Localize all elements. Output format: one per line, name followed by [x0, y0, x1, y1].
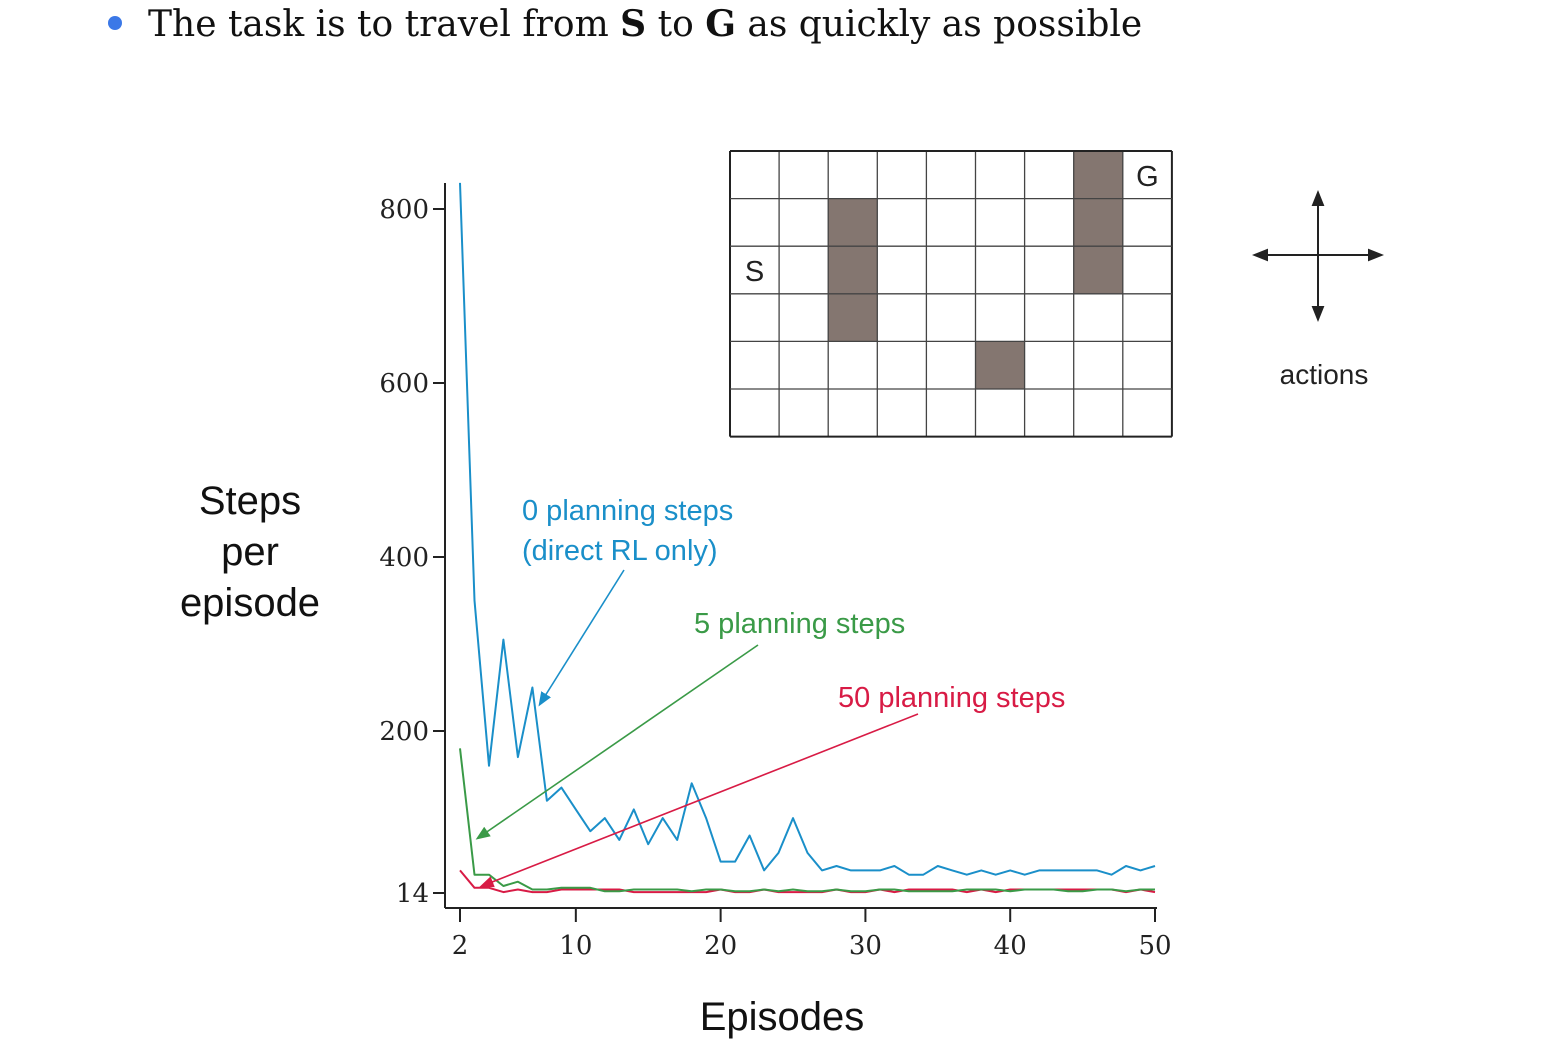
bullet-dot-icon [108, 16, 122, 30]
chart-axes: 14 200 400 600 800 2 10 20 30 40 50 [379, 183, 1172, 961]
annotation-label-0-line-1: (direct RL only) [522, 535, 718, 567]
y-tick-label: 14 [396, 879, 429, 909]
annotation-label-2-line-0: 50 planning steps [838, 682, 1065, 714]
y-tick-label: 600 [379, 369, 429, 399]
x-tick-label: 40 [994, 931, 1027, 961]
four-way-arrow-icon [1252, 190, 1384, 322]
gridworld: SG [729, 150, 1173, 438]
chart-annotations: 0 planning steps (direct RL only) 5 planni… [475, 495, 1065, 888]
y-axis-title: Steps per episode [180, 479, 320, 625]
grid-obstacle [828, 246, 878, 294]
task-bullet: The task is to travel from S to G as qui… [108, 2, 1142, 46]
y-axis-title-line-1: Steps [199, 479, 301, 523]
task-start-letter: S [620, 3, 647, 45]
grid-obstacle [1073, 151, 1123, 199]
annotation-pointer-2 [479, 713, 919, 888]
task-text-middle: to [646, 4, 706, 45]
task-goal-letter: G [705, 3, 736, 45]
grid-start-label: S [745, 256, 764, 288]
x-tick-label: 2 [452, 931, 469, 961]
x-tick-label: 50 [1138, 931, 1171, 961]
x-tick-label: 30 [849, 931, 882, 961]
x-tick-label: 20 [704, 931, 737, 961]
task-text-before: The task is to travel from [148, 4, 621, 45]
task-description: The task is to travel from S to G as qui… [148, 3, 1142, 45]
actions-diagram: actions [1252, 190, 1384, 390]
x-axis-title: Episodes [700, 995, 865, 1039]
y-tick-label: 800 [379, 195, 429, 225]
y-tick-label: 200 [379, 717, 429, 747]
annotation-pointer-0 [538, 569, 625, 707]
grid-obstacle [828, 293, 878, 342]
chart-series [459, 182, 1156, 894]
series-line-1 [459, 748, 1155, 893]
grid-obstacle [1073, 246, 1123, 294]
annotation-label-0-line-0: 0 planning steps [522, 495, 733, 527]
actions-label: actions [1280, 359, 1369, 390]
annotation-label-1-line-0: 5 planning steps [694, 608, 905, 640]
series-line-0 [459, 182, 1156, 876]
grid-goal-label: G [1136, 161, 1159, 193]
grid-obstacle [1073, 198, 1123, 247]
y-tick-label: 400 [379, 543, 429, 573]
y-axis-title-line-3: episode [180, 581, 320, 625]
grid-obstacle [975, 341, 1025, 389]
x-tick-label: 10 [559, 931, 592, 961]
task-text-after: as quickly as possible [735, 4, 1143, 45]
grid-obstacle [828, 198, 878, 247]
annotation-pointer-1 [475, 644, 759, 840]
y-axis-title-line-2: per [221, 530, 279, 574]
